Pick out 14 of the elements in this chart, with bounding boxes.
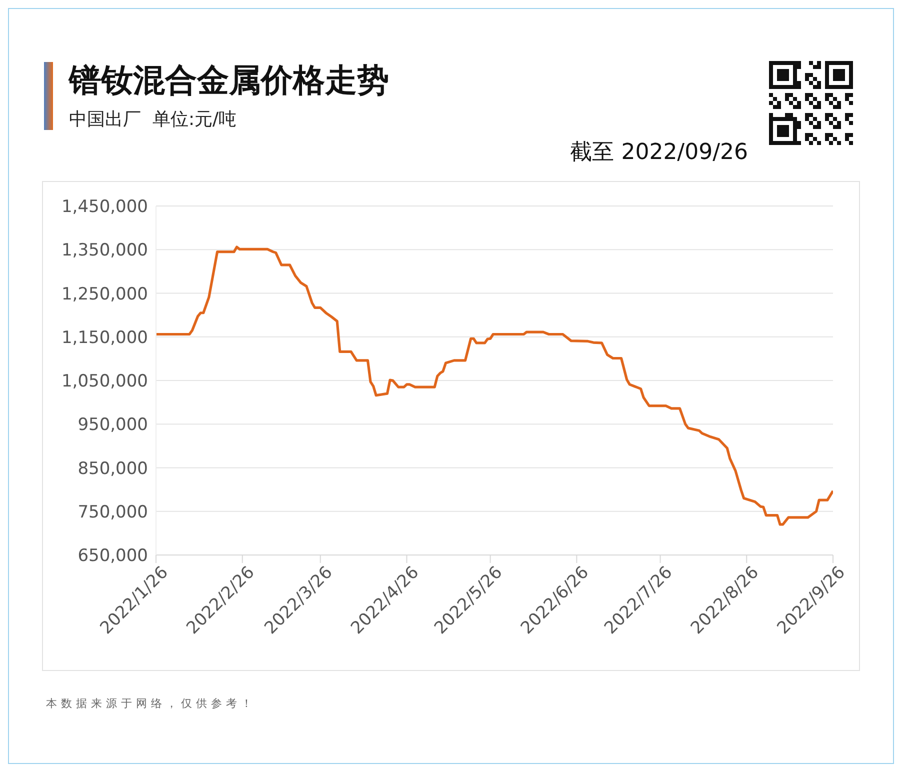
y-tick-label: 1,350,000 [61,240,148,261]
y-tick-label: 1,150,000 [61,328,148,348]
text: 本数据来源于网络，仅供参考！ [46,697,256,710]
y-tick-label: 650,000 [78,546,148,566]
y-tick-label: 950,000 [78,415,148,436]
chart-subtitle: 中国出厂 单位:元/吨 [69,109,237,130]
text: 截至 2022/09/26 [570,140,748,165]
y-tick-label: 750,000 [78,502,148,522]
y-tick-label: 1,250,000 [61,284,148,304]
y-tick-label: 850,000 [78,458,148,479]
chart-title: 镨钕混合金属价格走势 [69,61,389,99]
y-tick-label: 1,450,000 [61,197,148,218]
y-tick-label: 1,050,000 [61,372,148,392]
line-series [156,246,833,526]
